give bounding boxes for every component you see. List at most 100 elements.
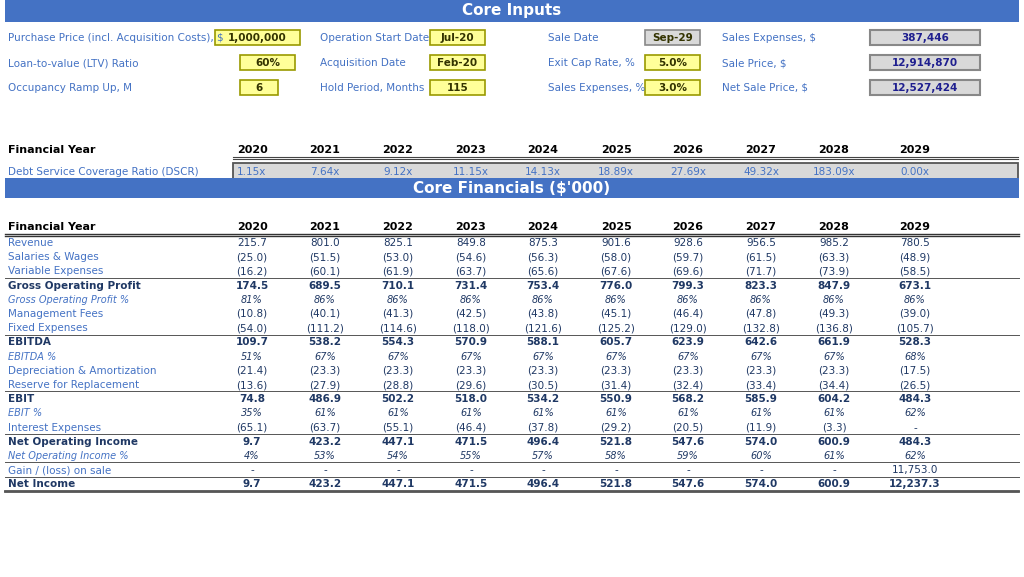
Text: 2029: 2029 — [899, 222, 931, 232]
Text: Sep-29: Sep-29 — [652, 33, 693, 43]
Text: (21.4): (21.4) — [237, 366, 267, 376]
Text: 27.69x: 27.69x — [670, 167, 706, 177]
Text: -: - — [686, 465, 690, 475]
Text: 9.7: 9.7 — [243, 479, 261, 489]
Text: 67%: 67% — [823, 351, 845, 362]
Text: (29.2): (29.2) — [600, 422, 632, 433]
Bar — [240, 80, 278, 95]
Text: 710.1: 710.1 — [381, 280, 415, 291]
Text: 3.0%: 3.0% — [658, 83, 687, 93]
Text: Revenue: Revenue — [8, 238, 53, 248]
Text: Financial Year: Financial Year — [8, 222, 95, 232]
Text: 5.0%: 5.0% — [658, 58, 687, 68]
Text: 2020: 2020 — [237, 222, 267, 232]
Text: 2028: 2028 — [818, 145, 850, 155]
Text: (111.2): (111.2) — [306, 323, 344, 333]
Bar — [5, 178, 1019, 198]
Text: (56.3): (56.3) — [527, 252, 559, 262]
Text: 642.6: 642.6 — [744, 338, 777, 347]
Text: 67%: 67% — [677, 351, 698, 362]
Text: 109.7: 109.7 — [236, 338, 268, 347]
Text: EBITDA: EBITDA — [8, 338, 51, 347]
Text: 486.9: 486.9 — [308, 394, 341, 404]
Text: Sale Price, $: Sale Price, $ — [722, 58, 786, 68]
Text: 215.7: 215.7 — [238, 238, 267, 248]
Text: 496.4: 496.4 — [526, 437, 559, 447]
Text: (132.8): (132.8) — [742, 323, 780, 333]
Text: 86%: 86% — [823, 295, 845, 305]
Text: (27.9): (27.9) — [309, 380, 341, 390]
Bar — [233, 163, 1018, 181]
Text: 673.1: 673.1 — [898, 280, 932, 291]
Text: 81%: 81% — [241, 295, 263, 305]
Text: (17.5): (17.5) — [899, 366, 931, 376]
Text: 547.6: 547.6 — [672, 479, 705, 489]
Text: (47.8): (47.8) — [745, 309, 776, 319]
Text: 387,446: 387,446 — [901, 33, 949, 43]
Text: (34.4): (34.4) — [818, 380, 850, 390]
Text: (45.1): (45.1) — [600, 309, 632, 319]
Text: 12,237.3: 12,237.3 — [889, 479, 941, 489]
Text: Gross Operating Profit: Gross Operating Profit — [8, 280, 140, 291]
Text: 61%: 61% — [751, 409, 772, 418]
Text: Core Financials ($'000): Core Financials ($'000) — [414, 181, 610, 196]
Text: 61%: 61% — [823, 451, 845, 461]
Text: 6: 6 — [255, 83, 262, 93]
Text: 956.5: 956.5 — [746, 238, 776, 248]
Text: 604.2: 604.2 — [817, 394, 851, 404]
Text: 823.3: 823.3 — [744, 280, 777, 291]
Text: 753.4: 753.4 — [526, 280, 560, 291]
Bar — [645, 80, 700, 95]
Text: 689.5: 689.5 — [308, 280, 341, 291]
Text: 2024: 2024 — [527, 222, 558, 232]
Text: 623.9: 623.9 — [672, 338, 705, 347]
Text: (23.3): (23.3) — [673, 366, 703, 376]
Text: (63.3): (63.3) — [818, 252, 850, 262]
Text: (13.6): (13.6) — [237, 380, 267, 390]
Text: Fixed Expenses: Fixed Expenses — [8, 323, 88, 333]
Text: 11,753.0: 11,753.0 — [892, 465, 938, 475]
Text: 4%: 4% — [245, 451, 260, 461]
Text: 67%: 67% — [387, 351, 409, 362]
Text: 9.12x: 9.12x — [383, 167, 413, 177]
Text: -: - — [614, 465, 617, 475]
Text: 423.2: 423.2 — [308, 437, 342, 447]
Text: 568.2: 568.2 — [672, 394, 705, 404]
Text: 67%: 67% — [605, 351, 627, 362]
Text: 847.9: 847.9 — [817, 280, 851, 291]
Text: (37.8): (37.8) — [527, 422, 559, 433]
Text: (23.3): (23.3) — [382, 366, 414, 376]
Text: (23.3): (23.3) — [527, 366, 559, 376]
Text: 496.4: 496.4 — [526, 479, 559, 489]
Text: (30.5): (30.5) — [527, 380, 558, 390]
Text: 115: 115 — [446, 83, 468, 93]
Text: 51%: 51% — [241, 351, 263, 362]
Text: (46.4): (46.4) — [673, 309, 703, 319]
Text: 447.1: 447.1 — [381, 437, 415, 447]
Text: 534.2: 534.2 — [526, 394, 559, 404]
Text: (121.6): (121.6) — [524, 323, 562, 333]
Text: Interest Expenses: Interest Expenses — [8, 422, 101, 433]
Text: 68%: 68% — [904, 351, 926, 362]
Text: (28.8): (28.8) — [382, 380, 414, 390]
Text: 2028: 2028 — [818, 222, 850, 232]
Text: Core Inputs: Core Inputs — [463, 3, 561, 18]
Text: (3.3): (3.3) — [821, 422, 846, 433]
Text: (53.0): (53.0) — [382, 252, 414, 262]
Text: 521.8: 521.8 — [599, 437, 633, 447]
Text: 2026: 2026 — [673, 222, 703, 232]
Text: 605.7: 605.7 — [599, 338, 633, 347]
Text: Exit Cap Rate, %: Exit Cap Rate, % — [548, 58, 635, 68]
Text: (11.9): (11.9) — [745, 422, 776, 433]
Text: (23.3): (23.3) — [818, 366, 850, 376]
Text: (31.4): (31.4) — [600, 380, 632, 390]
Text: 538.2: 538.2 — [308, 338, 341, 347]
Text: 875.3: 875.3 — [528, 238, 558, 248]
Text: (73.9): (73.9) — [818, 267, 850, 276]
Bar — [240, 55, 295, 70]
Text: (23.3): (23.3) — [309, 366, 341, 376]
Text: 661.9: 661.9 — [817, 338, 851, 347]
Text: 574.0: 574.0 — [744, 479, 777, 489]
Bar — [645, 55, 700, 70]
Text: (114.6): (114.6) — [379, 323, 417, 333]
